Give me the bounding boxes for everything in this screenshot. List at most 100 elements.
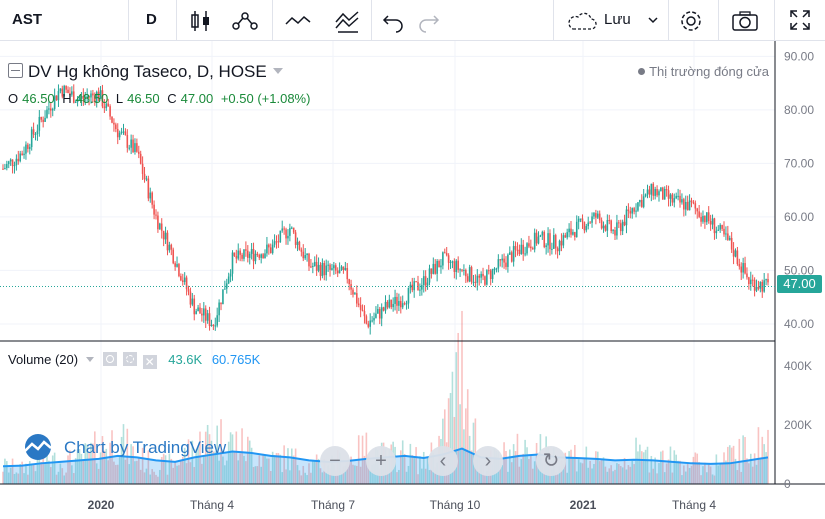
volume-bar	[350, 456, 352, 484]
candle-body	[476, 275, 479, 283]
candle-body	[40, 116, 43, 120]
volume-dropdown-icon[interactable]	[85, 357, 94, 362]
candle-body	[285, 229, 287, 239]
candle-body	[377, 308, 379, 314]
candle-body	[340, 266, 343, 270]
candle-body	[692, 202, 695, 204]
candle-body	[434, 263, 437, 274]
candles-icon[interactable]	[188, 8, 214, 34]
close-icon[interactable]: ✕	[142, 355, 157, 369]
candle-body	[648, 189, 651, 195]
collapse-legend-icon[interactable]	[8, 63, 23, 78]
candle-body	[78, 98, 81, 100]
cloud-icon[interactable]	[564, 8, 600, 34]
gear-icon[interactable]	[678, 8, 704, 34]
candle-body	[717, 229, 720, 231]
candle-body	[581, 218, 584, 222]
volume-bar	[304, 472, 306, 484]
candle-body	[25, 144, 27, 154]
candle-body	[598, 213, 601, 221]
camera-icon[interactable]	[730, 8, 760, 34]
volume-bar	[765, 452, 767, 484]
save-button[interactable]: Lưu	[604, 11, 631, 28]
volume-bar	[235, 431, 238, 484]
candle-body	[390, 299, 393, 308]
reset-chart-button[interactable]: ↻	[536, 446, 566, 476]
volume-bar	[252, 466, 255, 484]
volume-bar	[346, 460, 349, 484]
volume-bar	[551, 469, 553, 484]
interval-button[interactable]: D	[146, 11, 157, 28]
candle-body	[566, 232, 568, 238]
volume-bar	[30, 463, 33, 484]
volume-bar	[195, 449, 197, 484]
price-chart[interactable]: 40.00 50.00 60.00 70.00 80.00 90.00 2020 Tháng …	[0, 41, 825, 519]
volume-bar	[222, 456, 224, 484]
candle-body	[187, 289, 190, 292]
volume-bar	[419, 456, 421, 484]
volume-bar	[711, 474, 714, 484]
volume-bar	[509, 449, 511, 484]
volume-bar	[72, 473, 75, 484]
zoom-out-button[interactable]: −	[320, 446, 350, 476]
settings-icon[interactable]	[122, 352, 137, 366]
candle-body	[463, 269, 465, 271]
candle-body	[120, 131, 123, 133]
undo-icon[interactable]	[382, 8, 404, 34]
candle-body	[709, 220, 712, 225]
candle-body	[206, 313, 209, 321]
chevron-down-icon[interactable]	[646, 13, 660, 27]
candle-body	[484, 276, 486, 285]
chart-title[interactable]: DV Hg không Taseco, D, HOSE	[8, 62, 284, 82]
scroll-left-button[interactable]: ‹	[428, 446, 458, 476]
price-tick-label: 70.00	[784, 156, 814, 170]
candle-body	[438, 261, 440, 268]
candle-body	[153, 204, 155, 215]
chart-title-dropdown-icon[interactable]	[273, 68, 284, 74]
candle-body	[348, 279, 350, 285]
tradingview-watermark[interactable]: Chart by TradingView	[18, 434, 226, 460]
candle-body	[134, 143, 136, 152]
eye-icon[interactable]	[103, 352, 118, 366]
volume-tick-label: 400K	[784, 359, 812, 373]
candle-body	[696, 208, 699, 212]
candle-body	[67, 89, 69, 94]
candle-body	[141, 163, 144, 174]
candle-body	[673, 198, 676, 203]
volume-bar	[38, 454, 41, 484]
volume-bar	[717, 465, 720, 484]
symbol-search-button[interactable]: AST	[12, 11, 42, 28]
candle-body	[82, 96, 85, 99]
volume-bar	[415, 447, 417, 484]
line-tool-icon[interactable]	[284, 8, 312, 34]
candle-body	[553, 235, 555, 249]
volume-bar	[153, 471, 155, 484]
volume-bar	[103, 450, 106, 484]
scroll-right-button[interactable]: ›	[473, 446, 503, 476]
candle-body	[333, 265, 335, 269]
redo-icon[interactable]	[418, 8, 440, 34]
volume-bar	[642, 452, 645, 484]
toolbar-divider	[176, 0, 177, 40]
candle-body	[323, 263, 326, 276]
candle-body	[225, 283, 228, 289]
candle-body	[312, 265, 314, 267]
candle-body	[587, 222, 590, 227]
volume-bar	[248, 440, 251, 484]
compare-icon[interactable]	[334, 8, 362, 34]
zoom-in-button[interactable]: +	[366, 446, 396, 476]
volume-bar	[459, 404, 461, 484]
candle-body	[642, 196, 645, 207]
volume-bar	[149, 474, 152, 484]
candle-body	[176, 264, 178, 267]
volume-bar	[344, 465, 347, 484]
volume-bar	[50, 467, 52, 484]
candle-body	[503, 258, 505, 263]
volume-bar	[728, 445, 731, 484]
fullscreen-icon[interactable]	[788, 8, 812, 34]
candle-body	[398, 301, 400, 306]
candle-body	[489, 270, 492, 280]
candle-body	[344, 268, 347, 271]
indicators-icon[interactable]	[230, 8, 260, 34]
volume-bar	[82, 460, 85, 484]
